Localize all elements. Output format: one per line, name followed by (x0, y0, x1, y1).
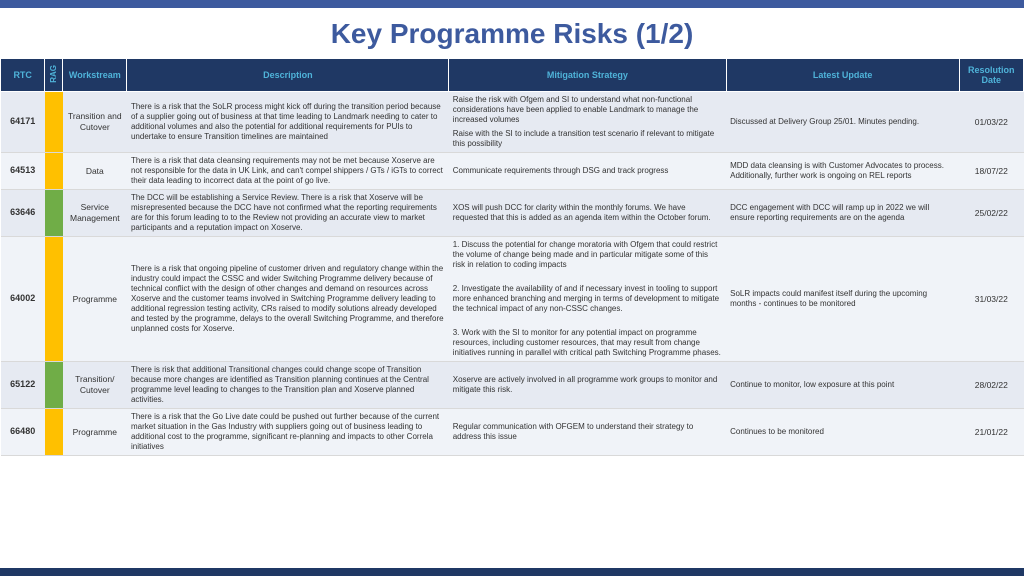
rag-cell (45, 409, 63, 456)
workstream-cell: Programme (63, 237, 127, 362)
rag-cell (45, 362, 63, 409)
description-cell: There is a risk that the Go Live date co… (127, 409, 449, 456)
table-row: 64171 Transition and CutoverThere is a ri… (1, 92, 1024, 153)
risks-table: RTC RAG Workstream Description Mitigatio… (0, 58, 1024, 456)
description-cell: There is risk that additional Transition… (127, 362, 449, 409)
rtc-cell: 64171 (1, 92, 45, 153)
rtc-cell: 66480 (1, 409, 45, 456)
mitigation-cell: XOS will push DCC for clarity within the… (449, 190, 726, 237)
page-title: Key Programme Risks (1/2) (0, 8, 1024, 58)
table-row: 66480 ProgrammeThere is a risk that the G… (1, 409, 1024, 456)
update-cell: MDD data cleansing is with Customer Advo… (726, 153, 959, 190)
description-cell: There is a risk that ongoing pipeline of… (127, 237, 449, 362)
header-rag: RAG (45, 59, 63, 92)
header-workstream: Workstream (63, 59, 127, 92)
resolution-cell: 31/03/22 (959, 237, 1023, 362)
update-cell: Discussed at Delivery Group 25/01. Minut… (726, 92, 959, 153)
resolution-cell: 25/02/22 (959, 190, 1023, 237)
mitigation-cell: 1. Discuss the potential for change mora… (449, 237, 726, 362)
mitigation-cell: Xoserve are actively involved in all pro… (449, 362, 726, 409)
update-cell: Continues to be monitored (726, 409, 959, 456)
resolution-cell: 21/01/22 (959, 409, 1023, 456)
rag-cell (45, 237, 63, 362)
rtc-cell: 64002 (1, 237, 45, 362)
mitigation-cell: Raise the risk with Ofgem and SI to unde… (449, 92, 726, 153)
update-cell: SoLR impacts could manifest itself durin… (726, 237, 959, 362)
description-cell: There is a risk that data cleansing requ… (127, 153, 449, 190)
table-row: 63646 Service ManagementThe DCC will be e… (1, 190, 1024, 237)
header-resolution: Resolution Date (959, 59, 1023, 92)
top-accent-bar (0, 0, 1024, 8)
mitigation-cell: Regular communication with OFGEM to unde… (449, 409, 726, 456)
table-row: 64513 DataThere is a risk that data clean… (1, 153, 1024, 190)
rag-cell (45, 153, 63, 190)
resolution-cell: 28/02/22 (959, 362, 1023, 409)
description-cell: There is a risk that the SoLR process mi… (127, 92, 449, 153)
table-header-row: RTC RAG Workstream Description Mitigatio… (1, 59, 1024, 92)
update-cell: Continue to monitor, low exposure at thi… (726, 362, 959, 409)
resolution-cell: 01/03/22 (959, 92, 1023, 153)
header-description: Description (127, 59, 449, 92)
workstream-cell: Transition and Cutover (63, 92, 127, 153)
update-cell: DCC engagement with DCC will ramp up in … (726, 190, 959, 237)
workstream-cell: Transition/ Cutover (63, 362, 127, 409)
rtc-cell: 64513 (1, 153, 45, 190)
description-cell: The DCC will be establishing a Service R… (127, 190, 449, 237)
rtc-cell: 65122 (1, 362, 45, 409)
rag-cell (45, 190, 63, 237)
workstream-cell: Programme (63, 409, 127, 456)
header-mitigation: Mitigation Strategy (449, 59, 726, 92)
resolution-cell: 18/07/22 (959, 153, 1023, 190)
mitigation-cell: Communicate requirements through DSG and… (449, 153, 726, 190)
bottom-accent-bar (0, 568, 1024, 576)
table-row: 64002 ProgrammeThere is a risk that ongoi… (1, 237, 1024, 362)
rtc-cell: 63646 (1, 190, 45, 237)
workstream-cell: Data (63, 153, 127, 190)
header-rtc: RTC (1, 59, 45, 92)
table-row: 65122 Transition/ CutoverThere is risk th… (1, 362, 1024, 409)
workstream-cell: Service Management (63, 190, 127, 237)
rag-cell (45, 92, 63, 153)
header-update: Latest Update (726, 59, 959, 92)
